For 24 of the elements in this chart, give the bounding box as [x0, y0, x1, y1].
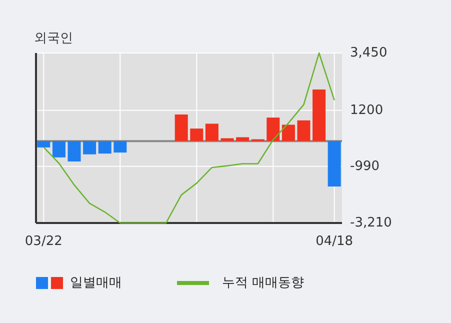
bar	[328, 141, 341, 186]
y-tick-label: 1200	[350, 102, 384, 118]
bar	[282, 124, 295, 142]
y-tick-label: 3,450	[350, 46, 388, 60]
legend-label: 일별매매	[70, 276, 122, 290]
bar	[114, 141, 127, 153]
bar	[190, 128, 204, 142]
x-tick-label: 04/18	[316, 234, 354, 249]
legend-label: 누적 매매동향	[222, 276, 304, 290]
bar	[312, 90, 326, 142]
bar	[174, 114, 188, 142]
bar	[236, 137, 250, 142]
y-tick-label: -3,210	[350, 216, 392, 230]
chart-title: 외국인	[34, 31, 73, 46]
bar	[52, 141, 66, 158]
bar	[68, 141, 81, 162]
bar	[83, 141, 96, 154]
y-tick-label: -990	[350, 158, 380, 174]
x-tick-label: 03/22	[24, 234, 62, 249]
bar	[297, 120, 310, 142]
bar	[205, 124, 218, 142]
bar	[98, 141, 112, 154]
bar	[37, 141, 50, 148]
bar	[266, 118, 280, 142]
